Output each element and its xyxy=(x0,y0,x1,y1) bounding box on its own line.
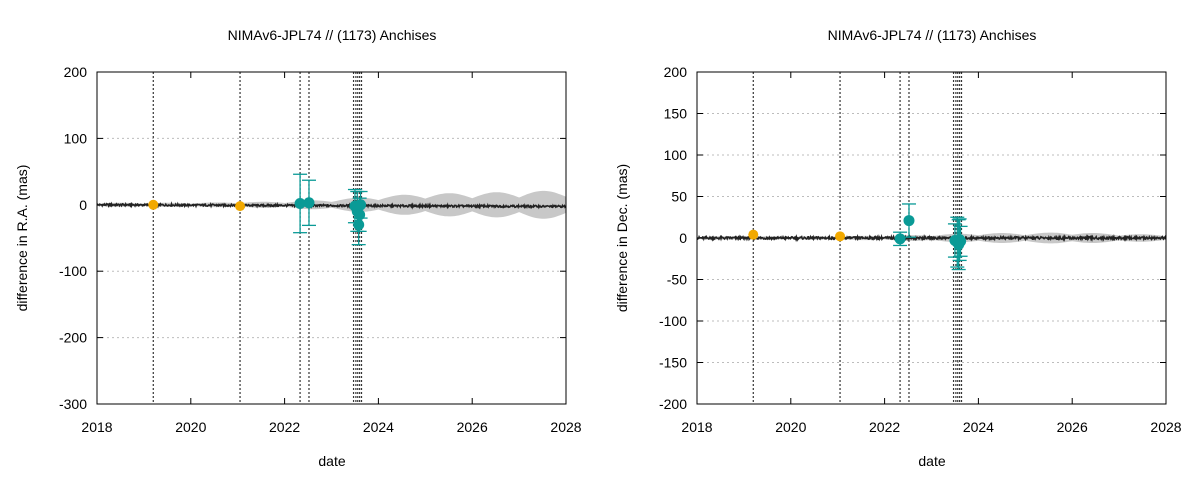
y-tick-label: 0 xyxy=(679,230,687,246)
plot-area xyxy=(697,232,1166,244)
orange-data-point xyxy=(235,201,246,212)
chart-title: NIMAv6-JPL74 // (1173) Anchises xyxy=(828,27,1037,43)
plot-frame xyxy=(696,71,1167,405)
plot-area xyxy=(97,190,566,219)
chart-panel-2: NIMAv6-JPL74 // (1173) Anchises 200 150 100… xyxy=(614,27,1182,469)
x-tick-label: 2028 xyxy=(550,419,581,435)
x-tick-label: 2018 xyxy=(81,419,112,435)
y-tick-label: -150 xyxy=(659,355,687,371)
x-tick-label: 2022 xyxy=(869,419,900,435)
x-tick-label: 2026 xyxy=(1057,419,1088,435)
teal-data-point xyxy=(355,199,367,211)
teal-data-point xyxy=(294,197,306,209)
orange-data-point xyxy=(148,199,159,210)
teal-data-point xyxy=(955,235,967,247)
plot-frame xyxy=(96,71,567,405)
y-tick-label: 150 xyxy=(664,106,688,122)
teal-data-point xyxy=(353,219,365,231)
x-axis-label: date xyxy=(918,453,945,469)
x-tick-label: 2020 xyxy=(775,419,806,435)
y-tick-label: -50 xyxy=(667,272,687,288)
x-axis-label: date xyxy=(318,453,345,469)
y-tick-label: 50 xyxy=(671,189,687,205)
x-tick-label: 2018 xyxy=(681,419,712,435)
y-tick-label: 0 xyxy=(79,197,87,213)
teal-data-point xyxy=(303,197,315,209)
y-tick-label: -200 xyxy=(59,330,87,346)
x-tick-label: 2026 xyxy=(457,419,488,435)
teal-data-point xyxy=(894,233,906,245)
y-tick-label: -300 xyxy=(59,396,87,412)
x-tick-label: 2022 xyxy=(269,419,300,435)
y-tick-label: 100 xyxy=(664,147,688,163)
chart-title: NIMAv6-JPL74 // (1173) Anchises xyxy=(228,27,437,43)
y-axis-label: difference in Dec. (mas) xyxy=(614,164,630,312)
x-tick-label: 2024 xyxy=(963,419,994,435)
y-tick-label: 100 xyxy=(64,130,88,146)
y-tick-label: 200 xyxy=(64,64,88,80)
y-tick-label: 200 xyxy=(664,64,688,80)
y-tick-label: -100 xyxy=(659,313,687,329)
y-axis-label: difference in R.A. (mas) xyxy=(14,165,30,312)
x-tick-label: 2020 xyxy=(175,419,206,435)
teal-data-point xyxy=(903,215,915,227)
y-tick-label: -100 xyxy=(59,263,87,279)
y-tick-label: -200 xyxy=(659,396,687,412)
x-tick-label: 2028 xyxy=(1150,419,1181,435)
model-line xyxy=(97,201,566,210)
chart-panel-1: NIMAv6-JPL74 // (1173) Anchises 200 100 0 -1… xyxy=(14,27,582,469)
orange-data-point xyxy=(748,229,759,240)
x-tick-label: 2024 xyxy=(363,419,394,435)
orange-data-point xyxy=(835,231,846,242)
model-line xyxy=(697,233,1166,243)
